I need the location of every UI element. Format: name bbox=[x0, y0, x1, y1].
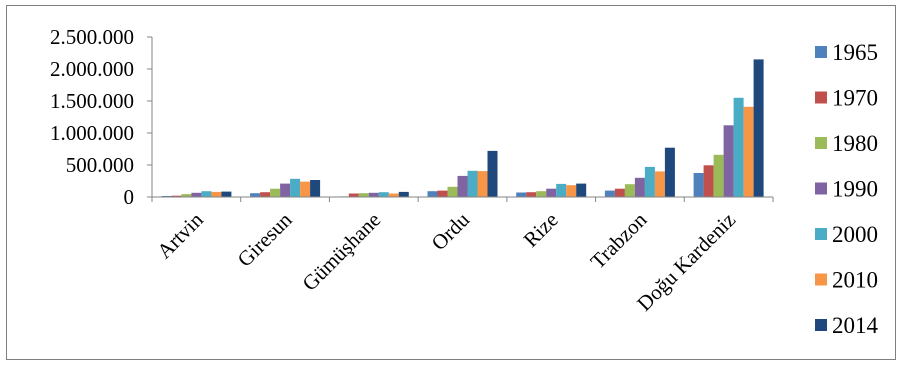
bar-2010-3 bbox=[477, 171, 488, 197]
x-tick-label: Gümüşhane bbox=[297, 208, 385, 296]
bar-2000-3 bbox=[467, 170, 478, 197]
y-tick-label: 2.500.000 bbox=[50, 25, 134, 49]
bar-1970-2 bbox=[348, 193, 359, 197]
bar-2010-2 bbox=[388, 193, 399, 197]
bar-1970-3 bbox=[437, 190, 448, 197]
bar-1980-2 bbox=[358, 193, 369, 197]
bar-1990-2 bbox=[368, 192, 379, 197]
legend-label-1980: 1980 bbox=[832, 131, 878, 156]
bar-2014-4 bbox=[576, 183, 587, 197]
bar-2010-6 bbox=[743, 106, 754, 197]
bar-2000-1 bbox=[290, 178, 301, 197]
bar-1990-3 bbox=[457, 175, 468, 197]
y-tick-label: 2.000.000 bbox=[50, 57, 134, 81]
x-tick-label: Artvin bbox=[152, 207, 208, 263]
bar-2014-2 bbox=[398, 191, 409, 197]
y-tick-label: 1.000.000 bbox=[50, 121, 134, 145]
bar-2000-6 bbox=[733, 97, 744, 197]
legend-swatch-1970 bbox=[815, 91, 827, 104]
legend-label-1965: 1965 bbox=[832, 40, 878, 65]
legend-label-2010: 2010 bbox=[832, 268, 878, 293]
bar-2000-4 bbox=[556, 183, 567, 197]
bar-1970-0 bbox=[171, 195, 182, 197]
legend-swatch-2010 bbox=[815, 273, 827, 286]
legend-swatch-1965 bbox=[815, 46, 827, 58]
bar-1990-6 bbox=[723, 125, 734, 197]
x-tick-label: Rize bbox=[519, 208, 563, 252]
bar-2014-5 bbox=[664, 147, 675, 197]
bar-1965-1 bbox=[250, 193, 261, 197]
legend-swatch-1990 bbox=[815, 182, 827, 195]
bar-1980-6 bbox=[713, 154, 724, 197]
bar-2010-0 bbox=[211, 191, 222, 197]
bar-1980-3 bbox=[447, 186, 458, 197]
bar-1990-4 bbox=[546, 188, 557, 197]
bar-1965-3 bbox=[427, 191, 438, 197]
bar-1980-1 bbox=[270, 188, 281, 197]
tick-labels-layer: 0 500.000 1.000.000 1.500.000 2.000.000 2.500… bbox=[50, 25, 740, 316]
bar-2010-1 bbox=[300, 181, 311, 197]
bar-2000-0 bbox=[201, 191, 212, 197]
bars-layer bbox=[161, 59, 764, 198]
bar-1965-4 bbox=[516, 192, 527, 197]
bar-1990-1 bbox=[280, 183, 291, 197]
bar-2000-2 bbox=[378, 192, 389, 197]
bar-2010-5 bbox=[654, 171, 665, 197]
bar-1980-5 bbox=[624, 184, 635, 197]
legend-swatch-2014 bbox=[815, 319, 827, 331]
legend-label-2000: 2000 bbox=[832, 222, 878, 247]
bar-1990-0 bbox=[191, 192, 202, 197]
x-tick-label: Trabzon bbox=[586, 207, 652, 273]
legend-swatch-1980 bbox=[815, 137, 827, 149]
bar-1970-4 bbox=[526, 192, 537, 197]
bar-1965-5 bbox=[604, 190, 615, 197]
y-tick-label: 500.000 bbox=[66, 153, 134, 177]
chart-frame bbox=[6, 5, 896, 360]
bar-2014-6 bbox=[753, 59, 764, 198]
bar-1970-1 bbox=[260, 192, 271, 197]
legend-label-1990: 1990 bbox=[832, 177, 878, 202]
legend-swatch-2000 bbox=[815, 228, 827, 240]
bar-1970-5 bbox=[614, 188, 625, 197]
bar-2010-4 bbox=[566, 185, 577, 197]
x-tick-label: Giresun bbox=[233, 207, 297, 271]
bar-1970-6 bbox=[703, 165, 714, 197]
bar-2014-0 bbox=[221, 191, 232, 197]
x-tick-label: Ordu bbox=[427, 207, 475, 255]
legend: 1965 1970 1980 1990 2000 2010 2014 bbox=[815, 40, 879, 338]
legend-label-2014: 2014 bbox=[832, 313, 879, 338]
legend-label-1970: 1970 bbox=[832, 86, 878, 111]
bar-1980-0 bbox=[181, 194, 192, 197]
y-tick-label: 0 bbox=[124, 185, 135, 209]
bar-2000-5 bbox=[644, 166, 655, 197]
bar-2014-1 bbox=[310, 180, 321, 197]
bar-1990-5 bbox=[634, 177, 645, 197]
bar-1965-6 bbox=[693, 173, 704, 197]
y-tick-label: 1.500.000 bbox=[50, 89, 134, 113]
bar-1980-4 bbox=[536, 191, 547, 197]
axes-layer bbox=[147, 36, 774, 202]
bar-2014-3 bbox=[487, 150, 498, 197]
